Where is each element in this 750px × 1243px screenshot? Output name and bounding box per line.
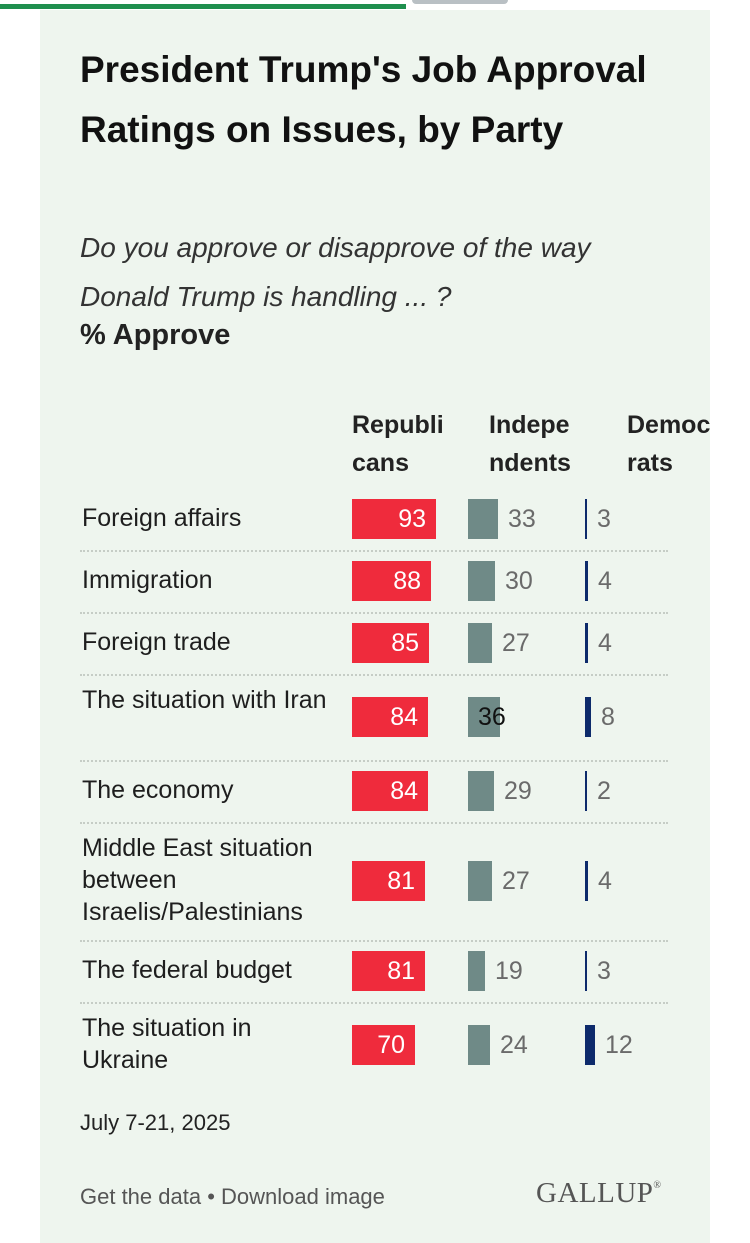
chart-subtitle: Do you approve or disapprove of the way … — [80, 232, 591, 312]
value-label-republicans-the-economy: 84 — [390, 777, 418, 805]
bar-republicans-the-situation-with-iran — [352, 697, 428, 737]
value-label-republicans-middle-east-situation-between-israelis-palestinians: 81 — [387, 867, 415, 895]
date-note: July 7-21, 2025 — [80, 1110, 231, 1135]
value-label-republicans-the-federal-budget: 81 — [387, 957, 415, 985]
drag-handle[interactable] — [412, 0, 508, 4]
bar-republicans-the-situation-in-ukraine — [352, 1025, 415, 1065]
chart-title: President Trump's Job Approval Ratings o… — [80, 49, 647, 150]
bar-democrats-foreign-affairs — [585, 499, 587, 539]
value-label-democrats-the-situation-in-ukraine: 12 — [605, 1031, 633, 1059]
bar-independents-the-situation-with-iran — [468, 697, 500, 737]
bar-republicans-the-economy — [352, 771, 428, 811]
page-progress-bar — [0, 4, 406, 9]
value-label-democrats-the-situation-with-iran: 8 — [601, 703, 615, 731]
bar-democrats-middle-east-situation-between-israelis-palestinians — [585, 861, 588, 901]
category-label-immigration: Immigration — [82, 566, 213, 594]
column-header-democrats: Democ rats — [627, 406, 710, 482]
value-label-independents-foreign-trade: 27 — [502, 629, 530, 657]
logo-mark: ® — [653, 1180, 662, 1191]
bar-independents-middle-east-situation-between-israelis-palestinians — [468, 861, 492, 901]
value-label-independents-the-federal-budget: 19 — [495, 957, 523, 985]
bar-independents-the-federal-budget — [468, 951, 485, 991]
category-label-the-situation-with-iran: The situation with Iran — [82, 686, 327, 714]
value-label-democrats-foreign-affairs: 3 — [597, 505, 611, 533]
bar-republicans-the-federal-budget — [352, 951, 425, 991]
bar-independents-the-situation-in-ukraine — [468, 1025, 490, 1065]
column-header-text: Indepe ndents — [489, 411, 571, 477]
chart-card: President Trump's Job Approval Ratings o… — [40, 10, 710, 1243]
value-label-republicans-foreign-affairs: 93 — [398, 505, 426, 533]
value-label-democrats-the-economy: 2 — [597, 777, 611, 805]
row-separator — [80, 612, 668, 614]
bar-republicans-foreign-trade — [352, 623, 429, 663]
gallup-logo: GALLUP® — [536, 1177, 662, 1210]
value-label-republicans-the-situation-in-ukraine: 70 — [377, 1031, 405, 1059]
category-label-foreign-trade: Foreign trade — [82, 628, 231, 656]
logo-text: GALLUP — [536, 1177, 654, 1209]
value-label-independents-the-economy: 29 — [504, 777, 532, 805]
value-label-independents-foreign-affairs: 33 — [508, 505, 536, 533]
column-header-text: Democ rats — [627, 411, 710, 477]
category-label-foreign-affairs: Foreign affairs — [82, 504, 242, 532]
footer-separator: • — [201, 1184, 222, 1209]
category-label-middle-east-situation-between-israelis-palestinians: Middle East situation between Israelis/P… — [82, 834, 313, 926]
row-separator — [80, 674, 668, 676]
bar-democrats-the-federal-budget — [585, 951, 587, 991]
bar-independents-foreign-trade — [468, 623, 492, 663]
unit-label: % Approve — [80, 319, 231, 351]
get-data-link[interactable]: Get the data — [80, 1184, 202, 1209]
value-label-democrats-immigration: 4 — [598, 567, 612, 595]
row-separator — [80, 1002, 668, 1004]
value-label-democrats-the-federal-budget: 3 — [597, 957, 611, 985]
bar-independents-the-economy — [468, 771, 494, 811]
row-separator — [80, 760, 668, 762]
row-separator — [80, 822, 668, 824]
column-header-independents: Indepe ndents — [489, 406, 599, 482]
bar-independents-immigration — [468, 561, 495, 601]
value-label-democrats-middle-east-situation-between-israelis-palestinians: 4 — [598, 867, 612, 895]
value-label-republicans-immigration: 88 — [393, 567, 421, 595]
footer-links: Get the data • Download image — [80, 1184, 385, 1210]
value-label-independents-the-situation-with-iran: 36 — [478, 703, 506, 731]
row-separator — [80, 940, 668, 942]
bar-republicans-middle-east-situation-between-israelis-palestinians — [352, 861, 425, 901]
bar-democrats-foreign-trade — [585, 623, 588, 663]
column-header-republicans: Republi cans — [352, 406, 462, 482]
category-label-the-situation-in-ukraine: The situation in Ukraine — [82, 1014, 252, 1074]
top-toolbar — [0, 0, 750, 10]
value-label-democrats-foreign-trade: 4 — [598, 629, 612, 657]
download-image-link[interactable]: Download image — [221, 1184, 385, 1209]
value-label-independents-the-situation-in-ukraine: 24 — [500, 1031, 528, 1059]
bar-democrats-immigration — [585, 561, 588, 601]
row-separator — [80, 550, 668, 552]
value-label-independents-middle-east-situation-between-israelis-palestinians: 27 — [502, 867, 530, 895]
value-label-republicans-the-situation-with-iran: 84 — [390, 703, 418, 731]
bar-republicans-foreign-affairs — [352, 499, 436, 539]
category-label-the-economy: The economy — [82, 776, 234, 804]
bar-republicans-immigration — [352, 561, 431, 601]
category-label-the-federal-budget: The federal budget — [82, 956, 292, 984]
column-header-text: Republi cans — [352, 411, 444, 477]
bar-independents-foreign-affairs — [468, 499, 498, 539]
bar-democrats-the-economy — [585, 771, 587, 811]
bar-democrats-the-situation-in-ukraine — [585, 1025, 595, 1065]
bar-democrats-the-situation-with-iran — [585, 697, 591, 737]
value-label-independents-immigration: 30 — [505, 567, 533, 595]
value-label-republicans-foreign-trade: 85 — [391, 629, 419, 657]
